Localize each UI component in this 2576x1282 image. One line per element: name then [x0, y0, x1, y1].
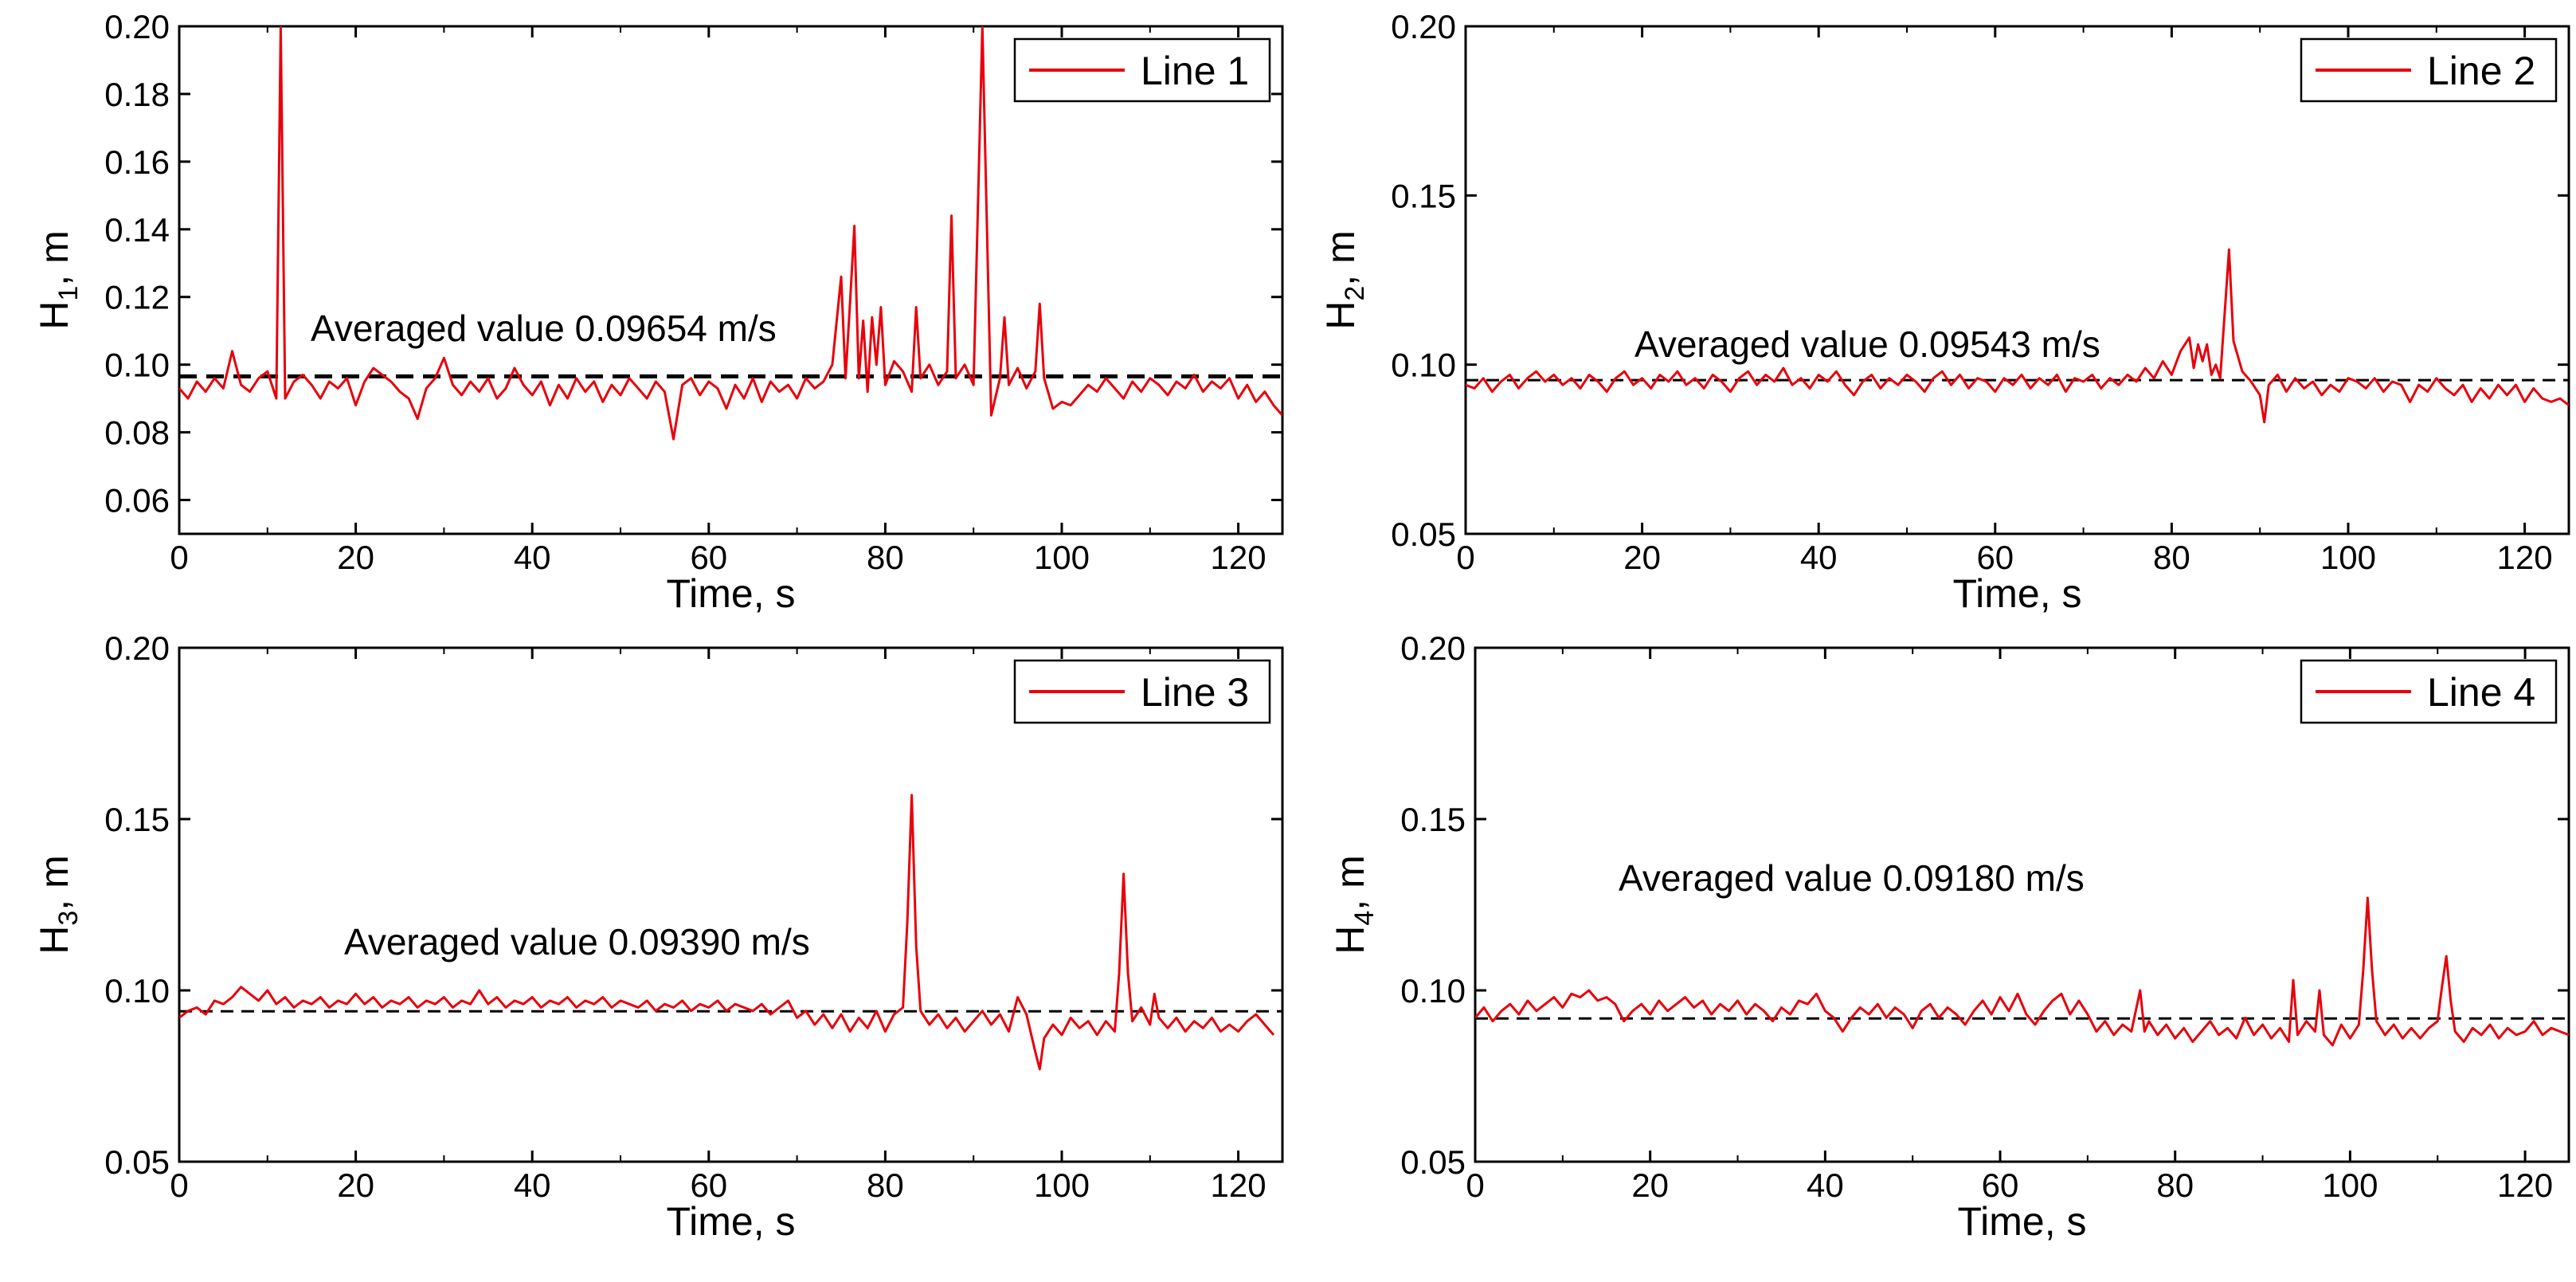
average-annotation: Averaged value 0.09654 m/s: [311, 308, 777, 349]
y-tick-label: 0.10: [104, 347, 170, 384]
legend-label: Line 4: [2427, 670, 2535, 715]
x-tick-label: 120: [1211, 1166, 1266, 1204]
y-axis-title: H3, m: [32, 855, 84, 954]
x-tick-label: 20: [1631, 1166, 1669, 1204]
x-tick-label: 40: [514, 1166, 551, 1204]
y-tick-label: 0.06: [104, 482, 170, 519]
y-tick-label: 0.20: [1400, 629, 1466, 667]
y-axis-title-unit: , m: [32, 230, 76, 285]
y-tick-label: 0.20: [104, 629, 170, 667]
panel-line-4: 0 20 40 60 80 100 120 0.05 0.10 0.15 0.20 Time, s H4…: [1328, 629, 2570, 1244]
x-tick-label: 0: [170, 1166, 188, 1204]
y-axis-title-subscript: 3: [53, 911, 84, 926]
y-tick-label: 0.05: [1391, 516, 1456, 553]
y-axis-title: H4, m: [1328, 855, 1380, 954]
x-axis-title: Time, s: [666, 1199, 795, 1244]
y-axis-title-main: H: [32, 301, 76, 330]
x-tick-label: 60: [1976, 539, 2014, 576]
y-axis-title-subscript: 2: [1340, 286, 1370, 301]
y-tick-label: 0.12: [104, 279, 170, 316]
x-tick-label: 20: [337, 539, 374, 576]
panel-line-2: 0 20 40 60 80 100 120 0.05 0.10 0.15 0.20 Time, s H2…: [1318, 8, 2570, 616]
y-tick-label: 0.15: [104, 801, 170, 838]
legend: Line 3: [1013, 659, 1271, 724]
x-tick-label: 60: [690, 1166, 727, 1204]
legend: Line 2: [2300, 37, 2558, 103]
y-tick-label: 0.18: [104, 76, 170, 113]
plot-frame: [1464, 25, 2570, 535]
x-tick-label: 120: [2497, 1166, 2553, 1204]
legend-box: [2300, 659, 2558, 724]
average-annotation: Averaged value 0.09180 m/s: [1619, 857, 2085, 899]
x-tick-label: 20: [337, 1166, 374, 1204]
x-tick-label: 100: [2322, 1166, 2378, 1204]
plot-frame: [1474, 646, 2570, 1163]
y-axis-title-unit: , m: [1328, 855, 1372, 910]
y-tick-label: 0.10: [104, 972, 170, 1010]
x-tick-label: 80: [867, 539, 904, 576]
series-line: [179, 794, 1275, 1071]
x-tick-label: 20: [1623, 539, 1661, 576]
x-tick-label: 100: [2320, 539, 2376, 576]
x-tick-label: 60: [1982, 1166, 2019, 1204]
y-tick-label: 0.20: [104, 8, 170, 45]
x-tick-label: 0: [1466, 1166, 1484, 1204]
x-tick-label: 120: [1211, 539, 1266, 576]
y-axis-title-unit: , m: [32, 855, 76, 910]
x-tick-label: 40: [1807, 1166, 1844, 1204]
x-tick-label: 120: [2497, 539, 2553, 576]
x-tick-label: 60: [690, 539, 727, 576]
legend-label: Line 1: [1141, 49, 1249, 93]
x-tick-label: 40: [1800, 539, 1838, 576]
x-tick-label: 80: [867, 1166, 904, 1204]
y-axis-title-main: H: [1328, 926, 1372, 955]
average-annotation: Averaged value 0.09390 m/s: [344, 921, 810, 962]
y-tick-label: 0.15: [1391, 177, 1456, 214]
y-axis-title-subscript: 4: [1349, 911, 1380, 926]
panel-line-3: 0 20 40 60 80 100 120 0.05 0.10 0.15 0.20 Time, s H3…: [32, 629, 1284, 1244]
y-tick-label: 0.08: [104, 414, 170, 452]
plot-frame: [178, 646, 1284, 1163]
y-tick-label: 0.05: [104, 1143, 170, 1181]
plot-frame: [178, 25, 1284, 535]
series-line: [179, 26, 1282, 441]
series-line: [1475, 896, 2569, 1047]
x-axis-title: Time, s: [1957, 1199, 2086, 1244]
x-tick-label: 100: [1034, 539, 1090, 576]
y-tick-label: 0.20: [1391, 8, 1456, 45]
y-axis-title: H2, m: [1318, 230, 1370, 329]
y-tick-label: 0.10: [1391, 347, 1456, 384]
x-tick-label: 0: [170, 539, 188, 576]
y-axis-title-unit: , m: [1318, 230, 1363, 285]
legend-label: Line 3: [1141, 670, 1249, 715]
y-axis-title-main: H: [1318, 301, 1363, 330]
y-axis-title-subscript: 1: [53, 286, 84, 301]
x-tick-label: 80: [2156, 1166, 2194, 1204]
x-axis-title: Time, s: [1952, 571, 2081, 616]
y-axis-title-main: H: [32, 926, 76, 955]
y-tick-label: 0.15: [1400, 801, 1466, 838]
x-tick-label: 40: [514, 539, 551, 576]
y-tick-label: 0.16: [104, 143, 170, 181]
x-tick-label: 100: [1034, 1166, 1090, 1204]
legend-label: Line 2: [2427, 49, 2535, 93]
series-line: [1466, 248, 2569, 424]
x-tick-label: 80: [2153, 539, 2190, 576]
y-tick-label: 0.14: [104, 211, 170, 249]
y-axis-title: H1, m: [32, 230, 84, 329]
x-axis-title: Time, s: [666, 571, 795, 616]
panel-line-1: 0 20 40 60 80 100 120 0.06 0.08 0.10 0.12 0.14 0.16 0…: [32, 8, 1284, 616]
x-tick-label: 0: [1456, 539, 1474, 576]
legend: Line 4: [2300, 659, 2558, 724]
legend: Line 1: [1013, 37, 1271, 103]
y-tick-label: 0.05: [1400, 1143, 1466, 1181]
average-annotation: Averaged value 0.09543 m/s: [1634, 323, 2100, 365]
y-tick-label: 0.10: [1400, 972, 1466, 1010]
